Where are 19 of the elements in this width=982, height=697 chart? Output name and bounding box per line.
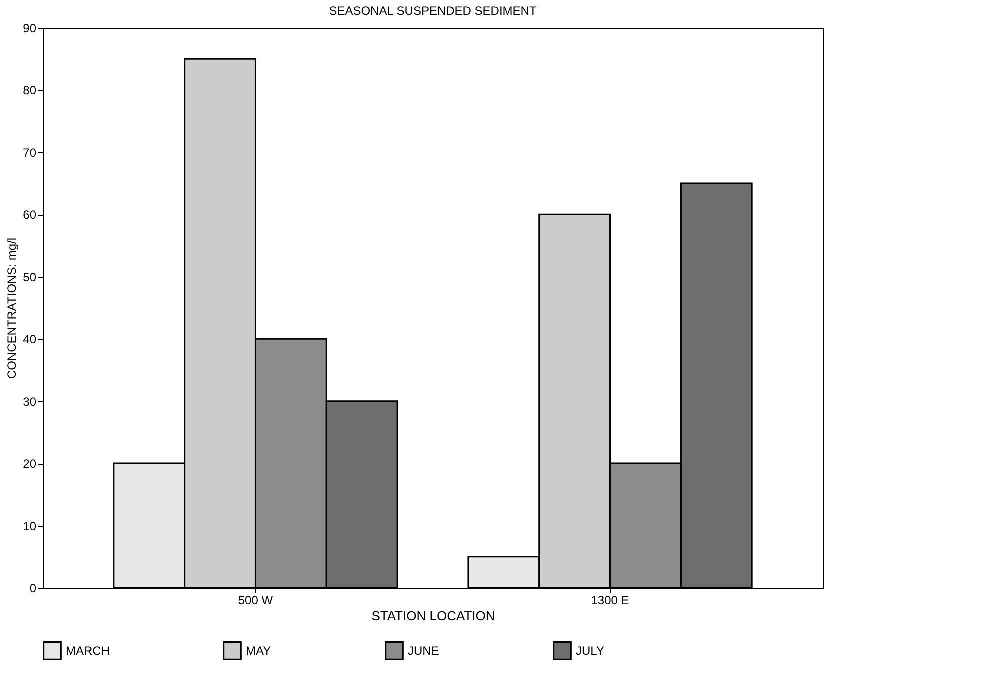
legend-label: JULY — [576, 644, 604, 658]
y-tick-label: 30 — [23, 394, 37, 409]
y-tick-label: 70 — [23, 146, 37, 160]
y-tick-label: 80 — [23, 84, 37, 98]
y-tick-label: 90 — [23, 22, 37, 36]
legend-label: MAY — [246, 644, 272, 658]
y-tick-label: 40 — [23, 332, 37, 347]
x-tick-label: 1300 E — [591, 594, 630, 608]
legend-label: MARCH — [66, 644, 110, 658]
y-axis-title: CONCENTRATIONS: mg/l — [5, 238, 20, 380]
y-tick-label: 60 — [23, 208, 37, 222]
legend-label: JUNE — [408, 644, 440, 658]
y-tick-label: 20 — [23, 457, 37, 472]
y-tick-label: 0 — [30, 582, 37, 596]
y-tick-label: 10 — [23, 519, 37, 534]
chart-title: SEASONAL SUSPENDED SEDIMENT — [329, 4, 538, 18]
y-tick-label: 50 — [23, 270, 37, 284]
x-tick-label: 500 W — [238, 594, 274, 608]
x-axis-title: STATION LOCATION — [372, 608, 496, 624]
